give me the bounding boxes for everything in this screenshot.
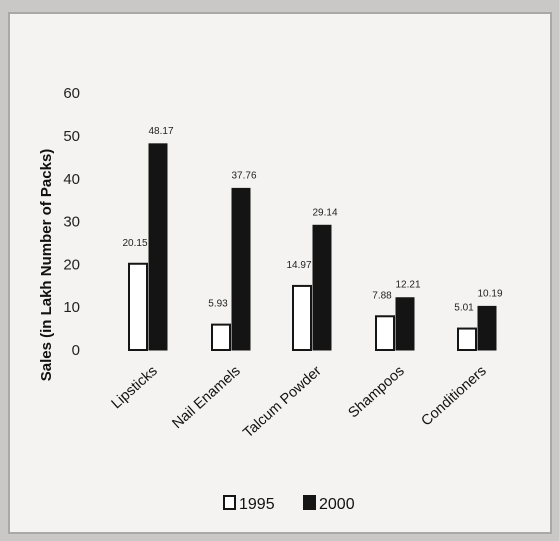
y-tick-label: 40: [63, 171, 80, 188]
bar-1995-conditioners: [458, 329, 476, 350]
y-tick-label: 0: [72, 342, 80, 359]
x-category-label: Talcum Powder: [240, 363, 324, 441]
data-label: 5.93: [208, 299, 228, 310]
bar-1995-talcum-powder: [293, 286, 311, 350]
data-label: 48.17: [148, 126, 173, 137]
y-tick-label: 20: [63, 256, 80, 273]
y-tick-label: 50: [63, 128, 80, 145]
y-tick-label: 10: [63, 299, 80, 316]
x-category-label: Nail Enamels: [169, 363, 243, 432]
data-label: 7.88: [372, 290, 392, 301]
bar-1995-lipsticks: [129, 264, 147, 350]
bar-2000-talcum-powder: [313, 225, 331, 350]
y-tick-label: 30: [63, 214, 80, 231]
data-label: 5.01: [454, 303, 474, 314]
data-label: 29.14: [312, 207, 337, 218]
data-label: 10.19: [477, 288, 502, 299]
data-label: 14.97: [286, 260, 311, 271]
y-tick-label: 60: [63, 85, 80, 102]
x-category-label: Conditioners: [418, 363, 489, 429]
x-category-label: Shampoos: [345, 363, 407, 421]
bar-2000-conditioners: [478, 306, 496, 350]
legend-label: 1995: [239, 496, 275, 513]
bar-2000-lipsticks: [149, 144, 167, 350]
legend-swatch-2000: [304, 496, 315, 509]
bar-2000-shampoos: [396, 298, 414, 350]
bar-2000-nail-enamels: [232, 188, 250, 350]
bar-1995-shampoos: [376, 316, 394, 350]
data-label: 37.76: [231, 170, 256, 181]
bar-1995-nail-enamels: [212, 325, 230, 350]
data-label: 20.15: [122, 238, 147, 249]
data-label: 12.21: [395, 280, 420, 291]
legend-label: 2000: [319, 496, 355, 513]
y-axis-label: Sales (in Lakh Number of Packs): [38, 149, 55, 382]
legend-swatch-1995: [224, 496, 235, 509]
x-category-label: Lipsticks: [109, 363, 161, 412]
